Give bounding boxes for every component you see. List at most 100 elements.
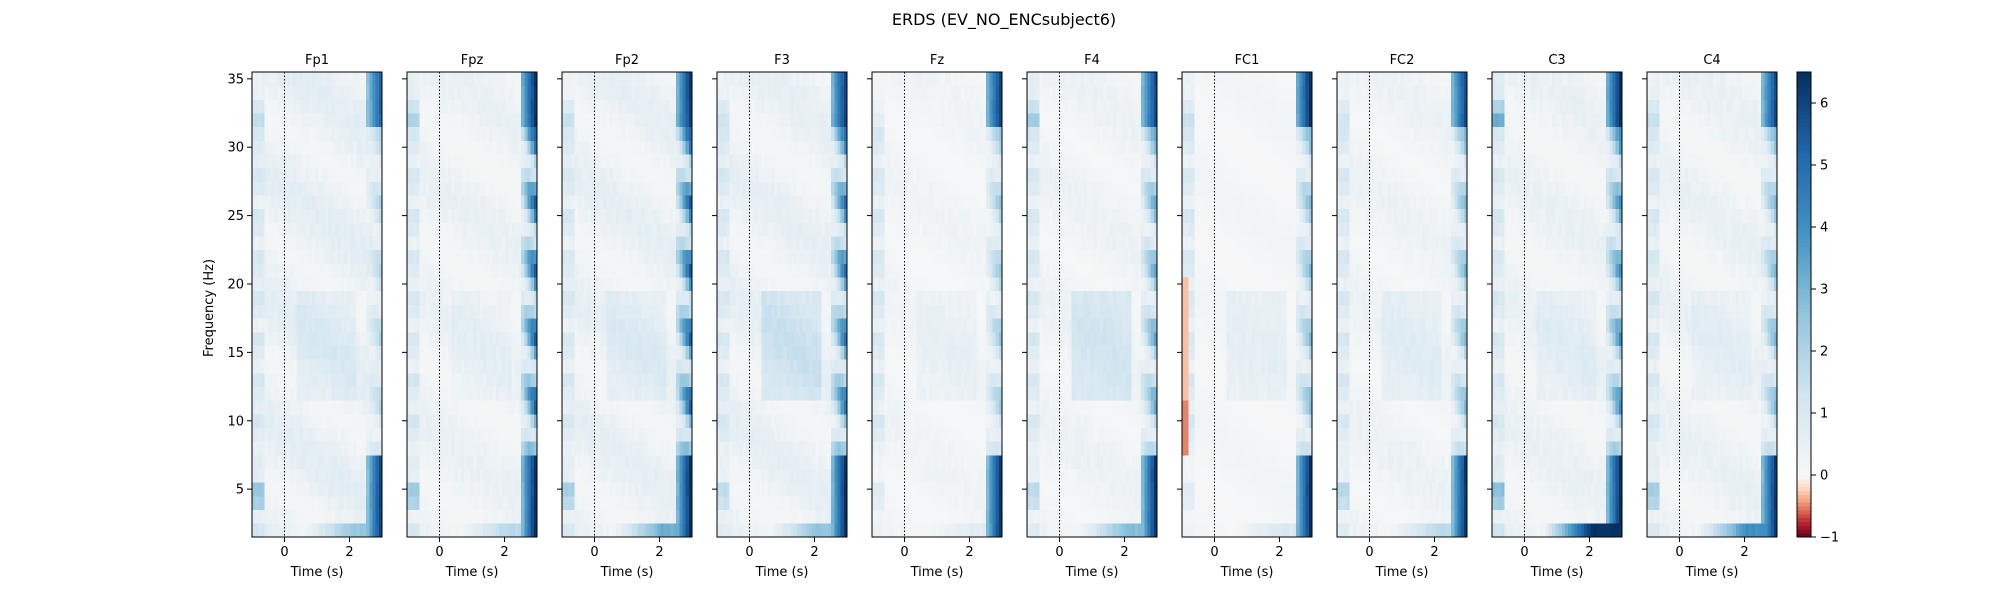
heatmap-cell — [796, 454, 800, 470]
heatmap-cell — [530, 277, 535, 292]
heatmap-cell — [723, 318, 727, 333]
heatmap-cell — [821, 482, 826, 497]
heatmap-cell — [571, 359, 576, 374]
x-axis-label: Time (s) — [600, 565, 654, 580]
heatmap-cell — [331, 509, 335, 524]
heatmap-cell — [495, 345, 500, 360]
heatmap-cell — [324, 277, 329, 292]
heatmap-cell — [502, 372, 506, 387]
heatmap-cell — [347, 345, 351, 360]
heatmap-cell — [615, 263, 620, 278]
heatmap-cell — [593, 386, 598, 401]
heatmap-cell — [290, 277, 294, 292]
heatmap-cell — [312, 386, 316, 401]
heatmap-cell — [524, 318, 528, 333]
heatmap-cell — [359, 509, 364, 524]
heatmap-cell — [793, 290, 797, 305]
heatmap-cell — [767, 386, 772, 401]
heatmap-cell — [464, 372, 468, 387]
heatmap-cell — [483, 208, 487, 223]
heatmap-cell — [347, 427, 351, 442]
heatmap-cell — [821, 359, 826, 374]
heatmap-cell — [796, 290, 800, 305]
heatmap-cell — [343, 454, 348, 470]
heatmap-cell — [302, 113, 307, 128]
heatmap-cell — [682, 277, 687, 292]
heatmap-cell — [283, 331, 288, 346]
heatmap-cell — [419, 208, 424, 223]
heatmap-cell — [837, 441, 842, 456]
heatmap-cell — [283, 263, 288, 278]
heatmap-cell — [302, 345, 307, 360]
heatmap-cell — [669, 468, 674, 483]
heatmap-cell — [644, 181, 649, 196]
heatmap-cell — [407, 345, 411, 360]
heatmap-cell — [489, 277, 494, 292]
heatmap-cell — [755, 509, 759, 524]
heatmap-cell — [293, 318, 297, 333]
heatmap-cell — [609, 277, 614, 292]
heatmap-cell — [574, 482, 579, 497]
heatmap-cell — [834, 454, 838, 470]
heatmap-cell — [508, 523, 513, 538]
heatmap-cell — [843, 454, 848, 470]
heatmap-cell — [324, 413, 329, 428]
heatmap-cell — [647, 181, 652, 196]
heatmap-cell — [470, 495, 474, 511]
heatmap-cell — [429, 126, 433, 141]
heatmap-cell — [508, 468, 513, 483]
heatmap-cell — [252, 400, 256, 415]
heatmap-cell — [732, 413, 737, 428]
heatmap-cell — [350, 331, 354, 346]
heatmap-cell — [448, 427, 452, 442]
heatmap-cell — [657, 72, 661, 87]
heatmap-cell — [413, 195, 417, 210]
heatmap-cell — [312, 181, 316, 196]
heatmap-cell — [524, 441, 528, 456]
heatmap-cell — [331, 386, 335, 401]
heatmap-cell — [824, 427, 829, 442]
heatmap-cell — [470, 454, 474, 470]
heatmap-cell — [321, 113, 326, 128]
heatmap-cell — [657, 372, 661, 387]
heatmap-cell — [802, 386, 807, 401]
heatmap-cell — [593, 236, 598, 251]
heatmap-cell — [293, 441, 297, 456]
heatmap-cell — [584, 277, 588, 292]
heatmap-cell — [305, 386, 310, 401]
heatmap-cell — [359, 236, 364, 251]
heatmap-cell — [660, 482, 664, 497]
heatmap-cell — [422, 236, 427, 251]
heatmap-cell — [451, 290, 455, 305]
heatmap-cell — [334, 345, 339, 360]
heatmap-cell — [533, 277, 538, 292]
heatmap-cell — [366, 195, 370, 210]
heatmap-cell — [451, 413, 455, 428]
heatmap-cell — [334, 113, 339, 128]
heatmap-cell — [318, 167, 323, 182]
heatmap-cell — [508, 208, 513, 223]
heatmap-cell — [495, 195, 500, 210]
heatmap-cell — [574, 263, 579, 278]
heatmap-cell — [827, 331, 832, 346]
heatmap-cell — [676, 85, 680, 100]
heatmap-cell — [672, 236, 677, 251]
heatmap-cell — [261, 167, 266, 182]
heatmap-cell — [657, 290, 661, 305]
heatmap-cell — [840, 509, 845, 524]
heatmap-cell — [457, 400, 462, 415]
heatmap-cell — [375, 263, 380, 278]
heatmap-cell — [299, 331, 304, 346]
heatmap-cell — [337, 523, 342, 538]
heatmap-cell — [460, 454, 465, 470]
heatmap-cell — [407, 85, 411, 100]
heatmap-cell — [328, 386, 332, 401]
heatmap-cell — [413, 441, 417, 456]
heatmap-cell — [343, 345, 348, 360]
heatmap-cell — [606, 126, 610, 141]
heatmap-cell — [628, 413, 633, 428]
heatmap-cell — [505, 523, 509, 538]
heatmap-cell — [682, 372, 687, 387]
heatmap-cell — [606, 495, 610, 511]
heatmap-cell — [277, 413, 281, 428]
